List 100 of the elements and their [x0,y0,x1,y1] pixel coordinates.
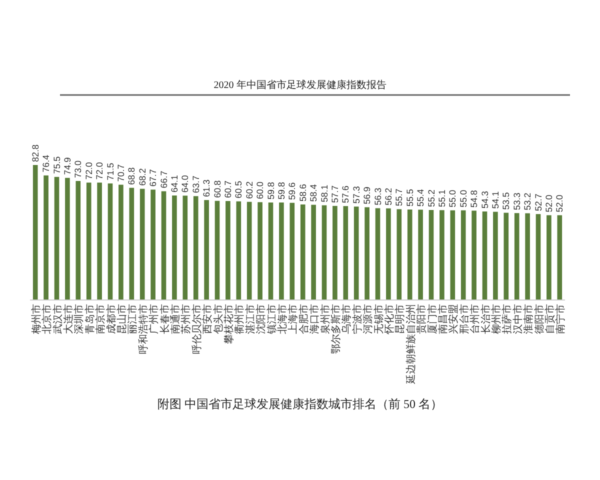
data-label: 73.0 [73,160,84,178]
bar [214,200,220,300]
bar [482,211,488,300]
bar [97,182,102,300]
bar [44,175,48,300]
bar [450,210,456,300]
x-tick-label: 南昌市 [436,304,449,334]
x-tick-label: 台州市 [469,304,482,334]
bar [460,210,466,300]
data-label: 71.5 [105,162,116,180]
data-label: 76.4 [41,154,52,172]
bar [364,207,370,300]
data-label: 54.3 [480,190,490,208]
data-label: 67.7 [148,169,158,187]
bar [226,201,230,300]
x-tick-label: 长春市 [158,304,171,334]
x-tick-label: 上海市 [287,304,300,334]
x-tick-label: 厦门市 [426,304,438,334]
x-tick-label: 南通市 [169,304,182,334]
x-tick-label: 呼和浩特市 [137,304,150,354]
bar [407,210,412,300]
bar [161,191,166,300]
bar [428,210,434,300]
text: 附图 中国省市足球发展健康指数城市排名（前 50 名） [158,397,442,411]
x-tick-label: 镇江市 [266,304,278,335]
bar [246,202,252,300]
x-tick-label: 攀枝花市 [222,304,235,344]
x-tick-label: 怀化市 [383,304,396,335]
x-tick-label: 呼伦贝尔市 [190,304,203,354]
data-label: 57.3 [351,186,362,204]
bar [204,200,209,300]
bar [546,215,552,300]
bar [536,214,541,300]
x-tick-label: 淮南市 [522,304,535,334]
x-tick-label: 南京市 [94,304,107,334]
data-label: 52.7 [533,194,544,212]
bar [118,184,124,300]
data-label: 55.5 [404,188,415,207]
x-tick-label: 泉州市 [319,304,332,334]
bar [311,204,316,300]
bar [493,212,498,300]
data-label: 60.0 [255,182,266,200]
bar [300,204,306,300]
data-label: 60.7 [222,180,233,198]
data-label: 70.7 [116,164,126,182]
bar [108,183,113,300]
data-label: 72.0 [94,162,105,180]
x-tick-label: 深圳市 [73,304,86,334]
x-tick-label: 邢台市 [458,304,470,334]
bar [290,202,295,300]
data-label: 74.9 [62,157,72,175]
data-label: 54.1 [490,191,500,209]
bar [76,180,81,300]
bar [322,205,327,300]
data-label: 63.7 [190,176,201,194]
chart-title: 2020 年中国省市足球发展健康指数报告 [214,79,386,91]
data-label: 56.3 [372,188,383,206]
x-tick-label: 无锡市 [372,304,385,334]
data-label: 58.6 [298,184,308,202]
bar [65,178,70,300]
bar [279,202,284,300]
data-label: 52.0 [554,194,565,212]
bar [32,165,38,300]
data-label: 59.8 [266,182,276,200]
x-tick-label: 大连市 [62,304,74,334]
data-label: 53.2 [522,192,533,210]
data-label: 55.7 [394,188,404,206]
bar [236,201,242,300]
data-label: 59.6 [287,182,298,200]
x-tick-label: 合肥市 [298,304,310,334]
x-tick-label: 梅州市 [30,304,42,335]
x-tick-label: 西安市 [202,304,214,334]
x-tick-label: 青岛市 [84,304,96,334]
bar [504,212,509,300]
x-tick-label: 汉中市 [512,304,524,334]
bar [268,202,274,300]
bar [525,213,530,300]
data-label: 55.2 [426,189,436,207]
bar [440,210,444,300]
data-label: 54.8 [469,190,480,208]
x-tick-label: 长治市 [480,304,492,334]
bar [129,188,134,300]
x-tick-label: 拉萨市 [501,304,514,334]
data-label: 61.3 [202,180,212,198]
bar [54,176,60,300]
data-label: 59.8 [276,182,286,200]
data-label: 82.8 [30,144,40,162]
x-tick-label: 丽江市 [126,304,139,334]
x-tick-label: 成都市 [105,304,118,334]
data-label: 52.0 [544,194,554,212]
bar [557,215,562,300]
x-tick-label: 河源市 [362,304,374,334]
bar [514,213,520,300]
data-label: 60.2 [244,181,254,199]
data-label: 60.8 [212,180,222,198]
data-label: 53.5 [501,192,512,210]
bar [172,195,177,300]
bar [150,190,156,300]
bar [332,206,338,300]
data-label: 57.7 [330,185,340,203]
